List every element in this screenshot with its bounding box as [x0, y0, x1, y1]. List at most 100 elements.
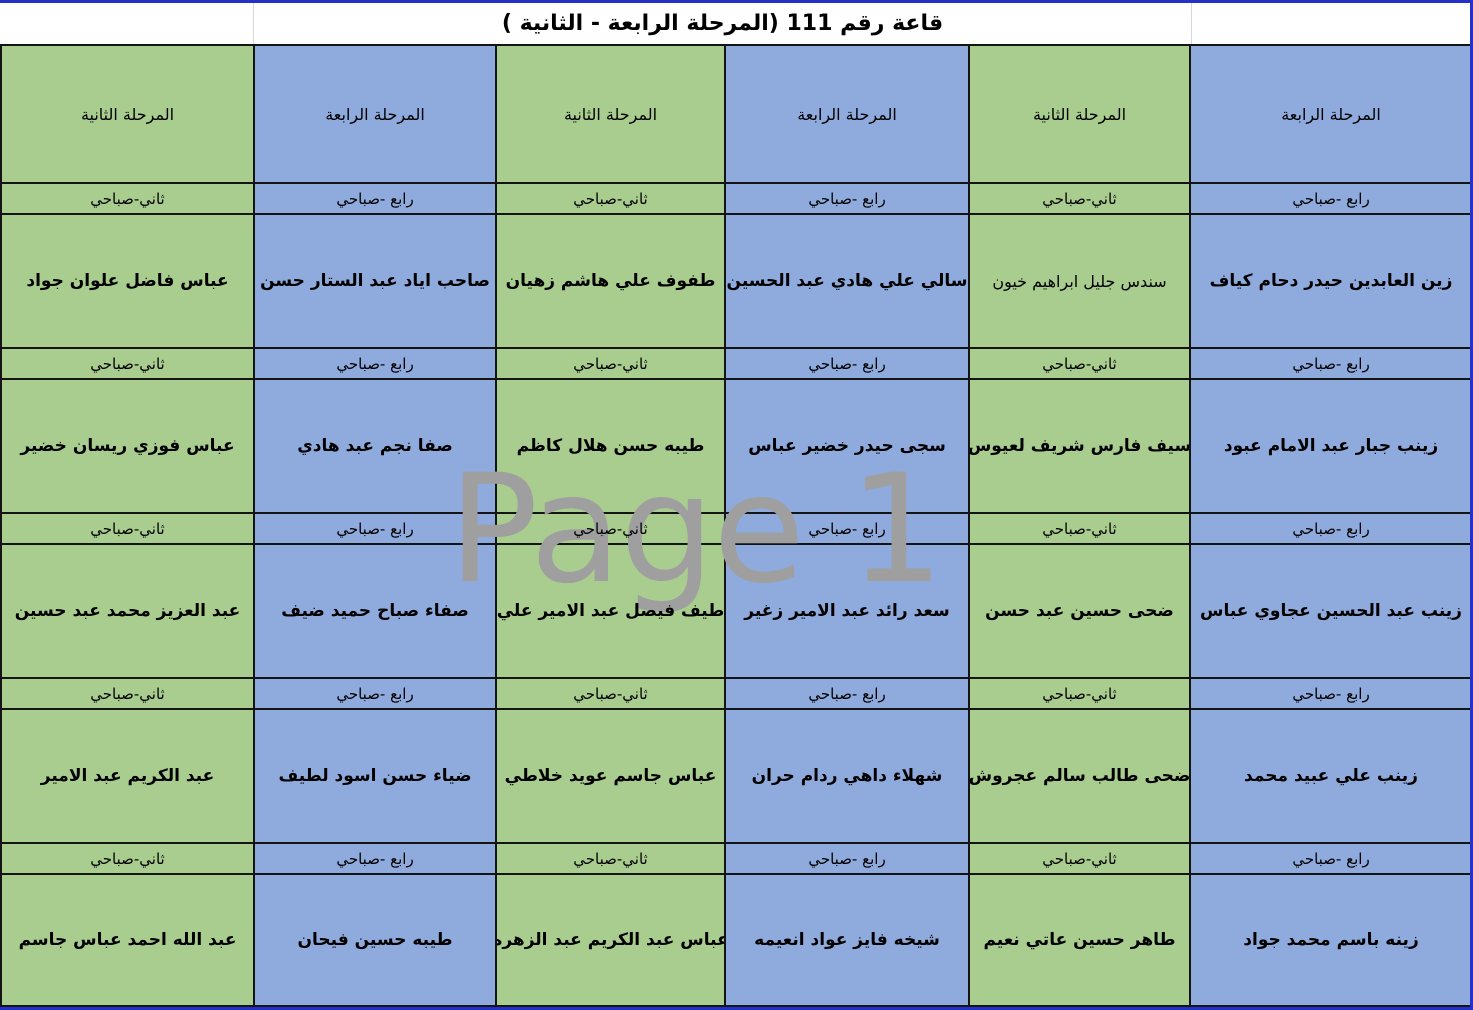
session-cell[interactable]: ثاني-صباحي: [968, 512, 1189, 543]
student-cell[interactable]: سالي علي هادي عبد الحسين: [724, 213, 968, 347]
session-cell[interactable]: رابع -صباحي: [1189, 842, 1473, 873]
student-cell[interactable]: زينب جبار عبد الامام عبود: [1189, 378, 1473, 512]
session-cell[interactable]: ثاني-صباحي: [0, 512, 253, 543]
session-cell[interactable]: رابع -صباحي: [724, 347, 968, 378]
session-cell[interactable]: رابع -صباحي: [253, 347, 495, 378]
student-cell[interactable]: ضياء حسن اسود لطيف: [253, 708, 495, 842]
column-header-cell[interactable]: المرحلة الثانية: [968, 44, 1189, 182]
student-cell[interactable]: ضحى طالب سالم عجروش: [968, 708, 1189, 842]
session-cell[interactable]: ثاني-صباحي: [968, 842, 1189, 873]
session-cell[interactable]: رابع -صباحي: [1189, 512, 1473, 543]
title-row-right-cell[interactable]: [1192, 3, 1473, 44]
student-cell[interactable]: طيبه حسن هلال كاظم: [495, 378, 724, 512]
student-name: عباس فوزي ريسان خضير: [20, 436, 235, 456]
title-row-left-cell[interactable]: [0, 3, 253, 44]
session-cell[interactable]: رابع -صباحي: [724, 842, 968, 873]
session-label: ثاني-صباحي: [573, 354, 648, 373]
student-cell[interactable]: عباس عبد الكريم عبد الزهره: [495, 873, 724, 1007]
session-cell[interactable]: رابع -صباحي: [253, 512, 495, 543]
session-label: رابع -صباحي: [808, 189, 886, 208]
room-title-cell[interactable]: قاعة رقم 111 (المرحلة الرابعة - الثانية …: [253, 3, 1192, 44]
session-label: رابع -صباحي: [1292, 189, 1370, 208]
student-cell[interactable]: صاحب اياد عبد الستار حسن: [253, 213, 495, 347]
session-cell[interactable]: رابع -صباحي: [724, 512, 968, 543]
session-label: رابع -صباحي: [808, 684, 886, 703]
student-cell[interactable]: زينه باسم محمد جواد: [1189, 873, 1473, 1007]
session-cell[interactable]: ثاني-صباحي: [0, 182, 253, 213]
session-label: رابع -صباحي: [336, 354, 414, 373]
student-cell[interactable]: عباس فوزي ريسان خضير: [0, 378, 253, 512]
student-cell[interactable]: طفوف علي هاشم زهيان: [495, 213, 724, 347]
session-cell[interactable]: ثاني-صباحي: [495, 347, 724, 378]
session-cell[interactable]: ثاني-صباحي: [495, 512, 724, 543]
session-cell[interactable]: ثاني-صباحي: [0, 677, 253, 708]
student-cell[interactable]: عبد الكريم عبد الامير: [0, 708, 253, 842]
student-cell[interactable]: صفا نجم عبد هادي: [253, 378, 495, 512]
session-cell[interactable]: ثاني-صباحي: [495, 842, 724, 873]
column-header-cell[interactable]: المرحلة الثانية: [495, 44, 724, 182]
session-label: ثاني-صباحي: [90, 849, 165, 868]
student-name: سجى حيدر خضير عباس: [748, 436, 946, 456]
student-cell[interactable]: سعد رائد عبد الامير زغير: [724, 543, 968, 677]
session-cell[interactable]: رابع -صباحي: [253, 677, 495, 708]
student-name: زينب علي عبيد محمد: [1244, 766, 1418, 786]
column-header-label: المرحلة الرابعة: [797, 104, 897, 124]
student-cell[interactable]: عبد الله احمد عباس جاسم: [0, 873, 253, 1007]
student-cell[interactable]: شيخه فايز عواد انعيمه: [724, 873, 968, 1007]
student-name: زينب جبار عبد الامام عبود: [1223, 436, 1439, 456]
session-cell[interactable]: رابع -صباحي: [253, 182, 495, 213]
session-cell[interactable]: ثاني-صباحي: [968, 347, 1189, 378]
student-cell[interactable]: طيف فيصل عبد الامير علي: [495, 543, 724, 677]
column-header-cell[interactable]: المرحلة الثانية: [0, 44, 253, 182]
session-cell[interactable]: ثاني-صباحي: [495, 677, 724, 708]
session-cell[interactable]: ثاني-صباحي: [968, 182, 1189, 213]
student-cell[interactable]: طاهر حسين عاتي نعيم: [968, 873, 1189, 1007]
student-cell[interactable]: شهلاء داهي ردام حران: [724, 708, 968, 842]
student-cell[interactable]: سجى حيدر خضير عباس: [724, 378, 968, 512]
student-name: ضحى حسين عبد حسن: [985, 601, 1174, 621]
session-label: رابع -صباحي: [808, 519, 886, 538]
session-cell[interactable]: رابع -صباحي: [724, 182, 968, 213]
student-name: زين العابدين حيدر دحام كياف: [1209, 271, 1453, 291]
session-cell[interactable]: رابع -صباحي: [1189, 347, 1473, 378]
student-name: صفاء صباح حميد ضيف: [281, 601, 469, 621]
student-cell[interactable]: زين العابدين حيدر دحام كياف: [1189, 213, 1473, 347]
session-cell[interactable]: رابع -صباحي: [1189, 677, 1473, 708]
student-cell[interactable]: ضحى حسين عبد حسن: [968, 543, 1189, 677]
session-cell[interactable]: رابع -صباحي: [1189, 182, 1473, 213]
session-cell[interactable]: ثاني-صباحي: [495, 182, 724, 213]
student-name: عبد الكريم عبد الامير: [40, 766, 215, 786]
student-name: عبد العزيز محمد عبد حسين: [14, 601, 241, 621]
student-name: صفا نجم عبد هادي: [297, 436, 453, 456]
student-cell[interactable]: سندس جليل ابراهيم خيون: [968, 213, 1189, 347]
session-cell[interactable]: رابع -صباحي: [724, 677, 968, 708]
student-name: شهلاء داهي ردام حران: [751, 766, 943, 786]
title-row: قاعة رقم 111 (المرحلة الرابعة - الثانية …: [0, 3, 1473, 44]
column-header-label: المرحلة الرابعة: [1281, 104, 1381, 124]
column-header-label: المرحلة الرابعة: [325, 104, 425, 124]
session-cell[interactable]: ثاني-صباحي: [0, 842, 253, 873]
student-cell[interactable]: سيف فارس شريف لعيوس: [968, 378, 1189, 512]
session-cell[interactable]: رابع -صباحي: [253, 842, 495, 873]
session-label: ثاني-صباحي: [1042, 189, 1117, 208]
session-label: ثاني-صباحي: [90, 684, 165, 703]
student-cell[interactable]: زينب عبد الحسين عجاوي عباس: [1189, 543, 1473, 677]
student-name: عبد الله احمد عباس جاسم: [18, 930, 237, 950]
column-header-cell[interactable]: المرحلة الرابعة: [253, 44, 495, 182]
session-cell[interactable]: ثاني-صباحي: [968, 677, 1189, 708]
student-name: ضحى طالب سالم عجروش: [968, 766, 1189, 786]
column-header-cell[interactable]: المرحلة الرابعة: [724, 44, 968, 182]
column-header-cell[interactable]: المرحلة الرابعة: [1189, 44, 1473, 182]
session-label: ثاني-صباحي: [573, 684, 648, 703]
session-cell[interactable]: ثاني-صباحي: [0, 347, 253, 378]
student-cell[interactable]: عبد العزيز محمد عبد حسين: [0, 543, 253, 677]
student-cell[interactable]: صفاء صباح حميد ضيف: [253, 543, 495, 677]
student-cell[interactable]: عباس جاسم عويد خلاطي: [495, 708, 724, 842]
column-header-label: المرحلة الثانية: [563, 104, 658, 124]
student-cell[interactable]: زينب علي عبيد محمد: [1189, 708, 1473, 842]
student-cell[interactable]: طيبه حسين فيحان: [253, 873, 495, 1007]
room-title: قاعة رقم 111 (المرحلة الرابعة - الثانية …: [501, 11, 944, 36]
session-label: رابع -صباحي: [808, 849, 886, 868]
student-name: صاحب اياد عبد الستار حسن: [260, 271, 490, 291]
student-cell[interactable]: عباس فاضل علوان جواد: [0, 213, 253, 347]
